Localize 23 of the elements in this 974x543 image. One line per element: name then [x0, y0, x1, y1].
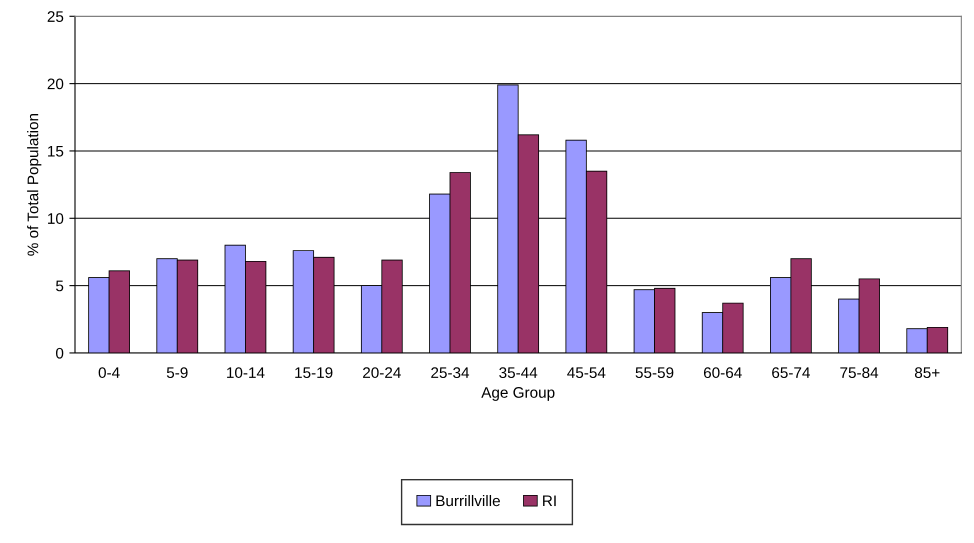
y-tick-label: 25 [48, 11, 64, 22]
y-tick-label: 0 [56, 348, 64, 359]
x-tick-label: 10-14 [227, 367, 265, 378]
y-tick-label: 10 [48, 213, 64, 224]
x-tick-label: 45-54 [567, 367, 606, 378]
y-tick-label: 20 [48, 78, 64, 90]
x-tick-label: 5-9 [166, 367, 188, 378]
y-axis-title: % of Total Population [27, 114, 42, 256]
x-tick-label: 15-19 [295, 367, 332, 378]
x-axis-title: Age Group [481, 387, 554, 401]
legend-label: Burrillville [436, 494, 500, 506]
y-tick-label: 5 [56, 280, 64, 292]
legend-label: RI [543, 496, 556, 506]
x-tick-label: 20-24 [363, 367, 401, 378]
y-tick-label: 15 [48, 146, 64, 157]
x-tick-label: 55-59 [636, 367, 674, 378]
x-tick-label: 35-44 [499, 367, 538, 378]
x-tick-label: 65-74 [772, 367, 810, 378]
x-tick-label: 85+ [914, 367, 940, 378]
x-tick-label: 75-84 [840, 367, 878, 378]
x-tick-label: 60-64 [704, 367, 742, 378]
x-tick-label: 0-4 [98, 367, 120, 378]
x-tick-label: 25-34 [431, 367, 470, 378]
